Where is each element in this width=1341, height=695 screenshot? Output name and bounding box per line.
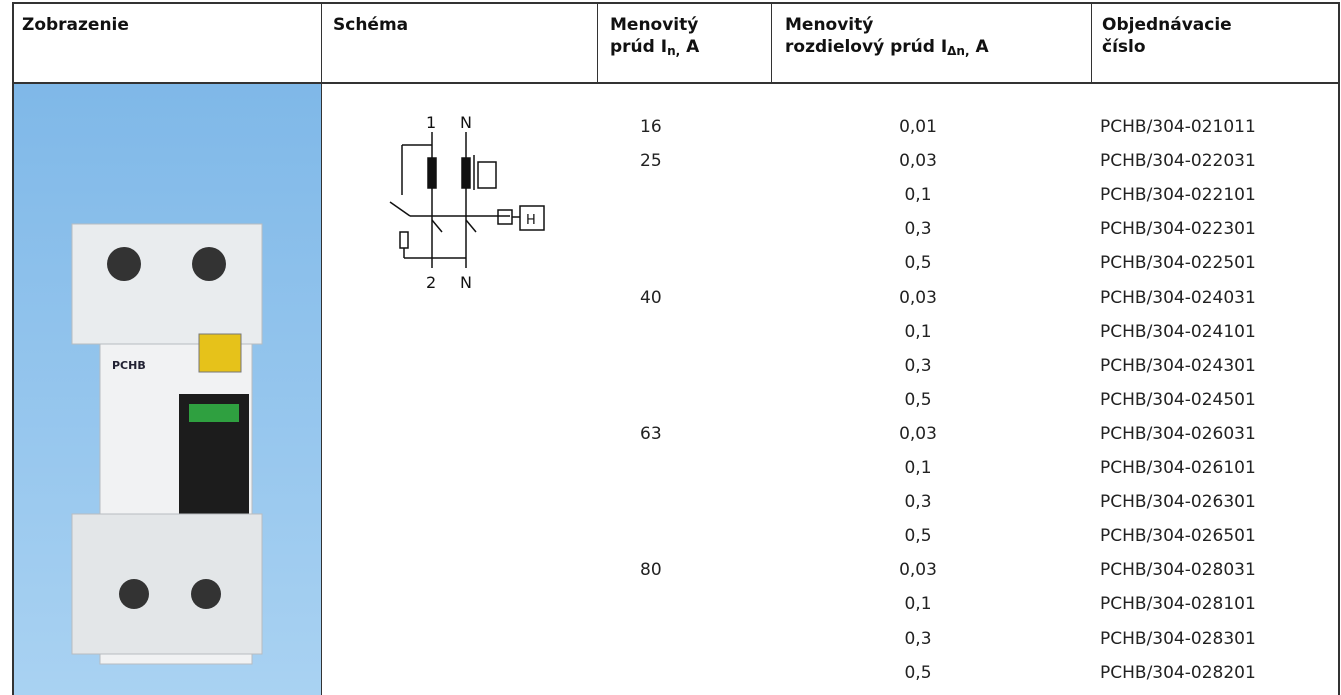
residual-current: 0,01 (899, 117, 937, 137)
order-number: PCHB/304-022101 (1100, 185, 1256, 206)
residual-current: 0,1 (904, 185, 932, 206)
order-number: PCHB/304-024031 (1100, 287, 1256, 308)
header-text: prúd I (610, 37, 668, 57)
residual-current: 0,5 (904, 662, 932, 683)
header-text: číslo (1102, 37, 1146, 57)
schema-label: 1 (426, 113, 436, 132)
border (12, 82, 1340, 84)
order-number: PCHB/304-022031 (1100, 151, 1256, 172)
residual-current: 0,5 (904, 389, 932, 410)
rated-current: 80 (640, 560, 662, 581)
order-number: PCHB/304-024301 (1100, 355, 1256, 376)
residual-current: 0,03 (899, 423, 937, 444)
order-number: PCHB/304-024501 (1100, 389, 1256, 410)
header-text: Menovitý (610, 15, 699, 35)
header-text: Menovitý (785, 15, 874, 35)
residual-current: 0,3 (904, 219, 932, 240)
border (597, 2, 598, 83)
residual-current: 0,5 (904, 526, 932, 547)
residual-current: 0,03 (899, 151, 937, 172)
rated-current: 16 (640, 117, 662, 137)
order-number: PCHB/304-022501 (1100, 253, 1256, 274)
schema-label: 2 (426, 273, 436, 292)
header-cell: Zobrazenie (22, 15, 129, 35)
rated-current: 25 (640, 151, 662, 172)
header-text: A (680, 37, 700, 57)
border (1091, 2, 1092, 83)
header-text: rozdielový prúd I (785, 37, 948, 57)
header-text: Objednávacie (1102, 15, 1232, 35)
schema-label: H (526, 213, 536, 228)
residual-current: 0,3 (904, 355, 932, 376)
device-label: PCHB (112, 359, 146, 372)
residual-current: 0,3 (904, 628, 932, 649)
header-cell: Menovitý rozdielový prúd IΔn, A (785, 14, 989, 62)
residual-current: 0,03 (899, 287, 937, 308)
residual-current: 0,3 (904, 492, 932, 513)
rated-current: 40 (640, 287, 662, 308)
residual-current: 0,03 (899, 560, 937, 581)
rated-current: 63 (640, 423, 662, 444)
border (12, 2, 1340, 4)
header-cell: Objednávacie číslo (1102, 14, 1232, 58)
order-number: PCHB/304-026031 (1100, 423, 1256, 444)
order-number: PCHB/304-026501 (1100, 526, 1256, 547)
border (321, 2, 322, 695)
residual-current: 0,1 (904, 321, 932, 342)
subscript: n, (667, 44, 681, 58)
order-number: PCHB/304-024101 (1100, 321, 1256, 342)
order-number: PCHB/304-021011 (1100, 117, 1256, 137)
order-number: PCHB/304-028031 (1100, 560, 1256, 581)
border (771, 2, 772, 83)
border (12, 2, 14, 695)
residual-current: 0,5 (904, 253, 932, 274)
order-number: PCHB/304-028301 (1100, 628, 1256, 649)
schema-label: N (460, 113, 472, 132)
header-cell: Menovitý prúd In, A (610, 14, 699, 62)
order-number: PCHB/304-026101 (1100, 458, 1256, 478)
order-number: PCHB/304-028201 (1100, 662, 1256, 683)
schema-label: N (460, 273, 472, 292)
order-number: PCHB/304-028101 (1100, 594, 1256, 615)
header-text: A (969, 37, 989, 57)
subscript: Δn, (947, 44, 970, 58)
border (1338, 2, 1340, 695)
residual-current: 0,1 (904, 594, 932, 615)
order-number: PCHB/304-026301 (1100, 492, 1256, 513)
schematic: 1 N 2 N H (389, 113, 545, 292)
product-photo: PCHB (14, 84, 321, 695)
order-number: PCHB/304-022301 (1100, 219, 1256, 240)
residual-current: 0,1 (904, 458, 932, 478)
header-cell: Schéma (333, 15, 409, 35)
